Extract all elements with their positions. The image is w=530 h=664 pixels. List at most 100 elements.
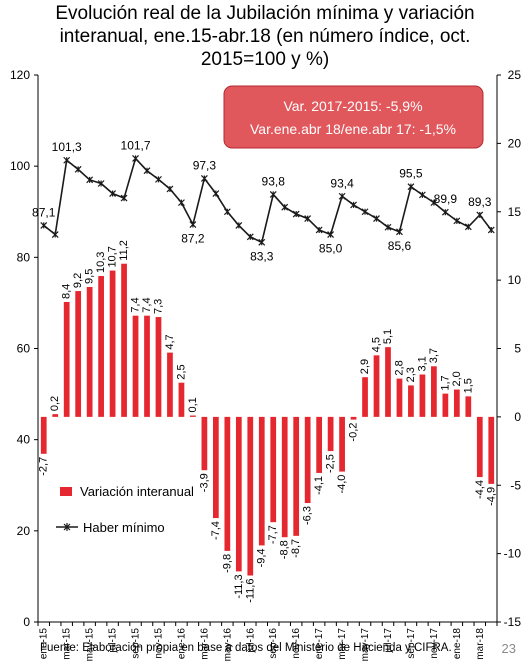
line-marker (464, 223, 472, 231)
bar-data-label: 9,2 (72, 273, 84, 288)
line-marker (40, 222, 48, 229)
chart-title: Evolución real de la Jubilación mínima y… (0, 2, 530, 71)
bar-data-label: 5,1 (382, 329, 394, 344)
x-tick-label: ene-15 (39, 628, 50, 660)
line-marker (120, 194, 128, 202)
bar-variacion (109, 270, 116, 417)
line-data-label: 93,8 (262, 174, 286, 188)
bar-data-label: -4,1 (313, 476, 325, 495)
line-data-label: 85,6 (388, 239, 412, 253)
x-tick-label: may-15 (85, 628, 96, 662)
line-marker (223, 208, 231, 216)
x-tick-label: nov-17 (429, 628, 440, 659)
line-data-label: 89,9 (434, 192, 458, 206)
bar-variacion (40, 416, 47, 454)
line-data-label: 93,4 (330, 176, 354, 190)
bar-variacion (304, 416, 311, 504)
line-marker (258, 238, 266, 246)
line-marker (166, 185, 174, 193)
line-marker (143, 167, 151, 175)
bar-variacion (442, 393, 449, 417)
line-data-label: 83,3 (250, 249, 274, 263)
bar-variacion (373, 355, 380, 417)
bar-data-label: 1,7 (439, 375, 451, 390)
callout-box (223, 85, 484, 149)
bar-data-label: -11,3 (233, 574, 245, 598)
legend-line-marker (63, 523, 71, 531)
bar-variacion (350, 416, 357, 420)
line-marker (109, 190, 117, 197)
right-tick-label: -10 (504, 547, 522, 561)
line-marker (430, 199, 438, 207)
bar-data-label: 10,3 (95, 252, 107, 273)
x-tick-label: sep-15 (131, 628, 142, 659)
bar-data-label: -0,2 (348, 423, 360, 442)
line-marker (350, 201, 357, 209)
title-line-2: interanual, ene.15-abr.18 (en número índ… (59, 26, 471, 47)
bar-variacion (235, 416, 242, 572)
bar-variacion (385, 347, 391, 417)
bar-variacion (408, 385, 414, 417)
line-data-label: 85,0 (319, 242, 343, 256)
bar-data-label: 7,4 (130, 297, 142, 312)
bar-data-label: 3,1 (416, 356, 428, 371)
x-tick-label: sep-17 (406, 628, 417, 659)
right-tick-label: 15 (508, 205, 522, 219)
bar-data-label: -7,7 (267, 525, 279, 544)
line-marker (246, 233, 254, 241)
line-marker (74, 165, 82, 173)
bar-data-label: 0,2 (49, 396, 61, 411)
x-tick-label: jul-15 (108, 628, 119, 654)
bar-data-label: 11,2 (118, 240, 130, 261)
line-marker (269, 191, 277, 198)
bar-data-label: 2,3 (405, 367, 417, 382)
line-marker (235, 222, 243, 229)
bar-variacion (178, 382, 185, 417)
callout-line-2: Var.ene.abr 18/ene.abr 17: -1,5% (250, 121, 456, 137)
left-tick-label: 40 (17, 433, 31, 447)
bar-variacion (258, 416, 265, 546)
bar-variacion (98, 276, 104, 417)
bar-variacion (224, 416, 231, 551)
bar-data-label: -7,4 (210, 521, 222, 540)
line-marker (212, 190, 220, 197)
bar-data-label: -4,9 (485, 487, 497, 506)
legend-line-label: Haber mínimo (83, 520, 165, 535)
bar-variacion (52, 414, 59, 417)
line-marker (418, 191, 426, 199)
bar-variacion (190, 415, 196, 417)
x-tick-label: nov-15 (153, 628, 164, 659)
bar-variacion (121, 263, 127, 417)
line-marker (384, 223, 392, 231)
line-marker (281, 203, 289, 211)
line-marker (51, 231, 59, 238)
bar-variacion (488, 416, 495, 484)
line-data-label: 87,1 (32, 205, 56, 219)
bar-data-label: 2,8 (393, 360, 405, 375)
line-marker (189, 221, 197, 228)
bar-variacion (396, 378, 403, 417)
bar-data-label: -8,7 (290, 539, 302, 558)
title-line-3: 2015=100 y %) (200, 49, 330, 70)
bar-variacion (270, 416, 277, 523)
legend-bar-label: Variación interanual (80, 484, 194, 499)
x-tick-label: ene-16 (176, 628, 187, 660)
line-marker (155, 175, 162, 183)
x-tick-label: ene-17 (314, 628, 325, 660)
bar-data-label: 3,7 (428, 348, 440, 363)
bar-data-label: 9,5 (84, 269, 96, 284)
line-marker (304, 215, 312, 223)
bar-variacion (212, 416, 219, 519)
line-marker (97, 180, 105, 187)
line-data-label: 97,3 (193, 158, 217, 172)
right-tick-label: -5 (510, 478, 521, 492)
bar-data-label: 7,3 (152, 299, 164, 314)
line-marker (178, 199, 185, 207)
left-tick-label: 120 (10, 68, 30, 82)
bar-data-label: -2,7 (38, 457, 50, 476)
line-marker (315, 226, 323, 234)
line-data-label: 87,2 (181, 232, 205, 246)
bar-variacion (339, 416, 345, 472)
bar-variacion (75, 291, 82, 417)
